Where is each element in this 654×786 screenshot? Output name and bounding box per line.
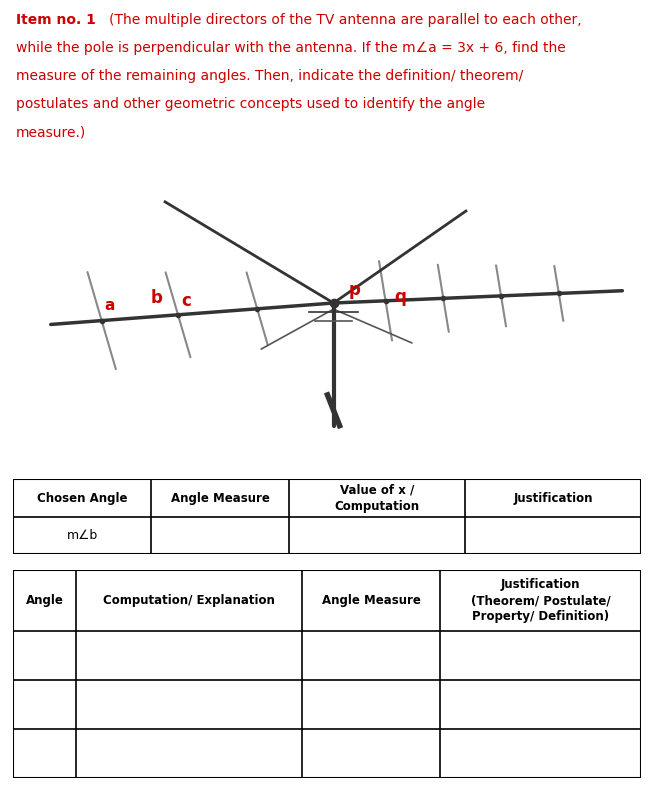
Text: Computation/ Explanation: Computation/ Explanation [103, 594, 275, 607]
Text: Angle Measure: Angle Measure [171, 491, 269, 505]
Text: (The multiple directors of the TV antenna are parallel to each other,: (The multiple directors of the TV antenn… [109, 13, 582, 27]
Text: while the pole is perpendicular with the antenna. If the m∠a = 3x + 6, find the: while the pole is perpendicular with the… [16, 41, 566, 55]
Text: q: q [394, 288, 406, 307]
Text: Angle: Angle [26, 594, 63, 607]
Text: m∠b: m∠b [67, 529, 97, 542]
Text: measure of the remaining angles. Then, indicate the definition/ theorem/: measure of the remaining angles. Then, i… [16, 69, 523, 83]
Text: Angle Measure: Angle Measure [322, 594, 421, 607]
Text: b: b [151, 289, 163, 307]
Text: postulates and other geometric concepts used to identify the angle: postulates and other geometric concepts … [16, 97, 485, 112]
Text: Value of x /
Computation: Value of x / Computation [335, 483, 420, 512]
Text: measure.): measure.) [16, 126, 86, 140]
Text: a: a [105, 298, 115, 313]
Text: Justification: Justification [513, 491, 593, 505]
Text: Item no. 1: Item no. 1 [16, 13, 101, 27]
Text: c: c [181, 292, 191, 310]
Text: p: p [349, 281, 360, 299]
Text: Justification
(Theorem/ Postulate/
Property/ Definition): Justification (Theorem/ Postulate/ Prope… [471, 578, 610, 623]
Text: Chosen Angle: Chosen Angle [37, 491, 128, 505]
